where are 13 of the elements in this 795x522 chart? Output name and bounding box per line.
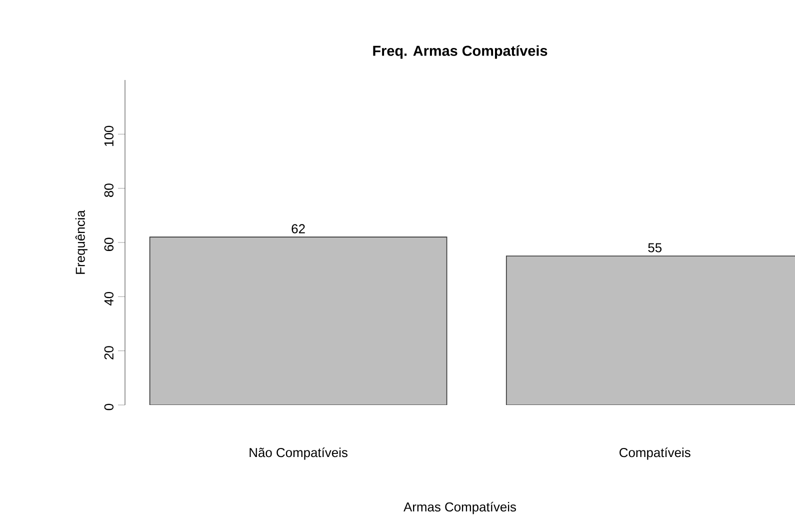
x-tick-label: Compatíveis — [620, 448, 690, 460]
y-axis-title: Frequência — [75, 210, 88, 274]
x-tick-label: Não Compatíveis — [250, 448, 348, 460]
y-tick-label: 80 — [104, 184, 114, 197]
data-label: 55 — [648, 243, 662, 252]
y-tick-label: 40 — [104, 292, 114, 306]
chart-title: Freq. Armas Compatíveis — [373, 45, 548, 59]
y-tick-label: 0 — [104, 404, 114, 410]
data-label: 62 — [292, 224, 305, 234]
y-tick-label: 60 — [104, 238, 114, 252]
y-tick-label: 100 — [104, 126, 114, 146]
x-axis-title: Armas Compatíveis — [404, 502, 516, 514]
y-tick-label: 20 — [104, 346, 114, 360]
